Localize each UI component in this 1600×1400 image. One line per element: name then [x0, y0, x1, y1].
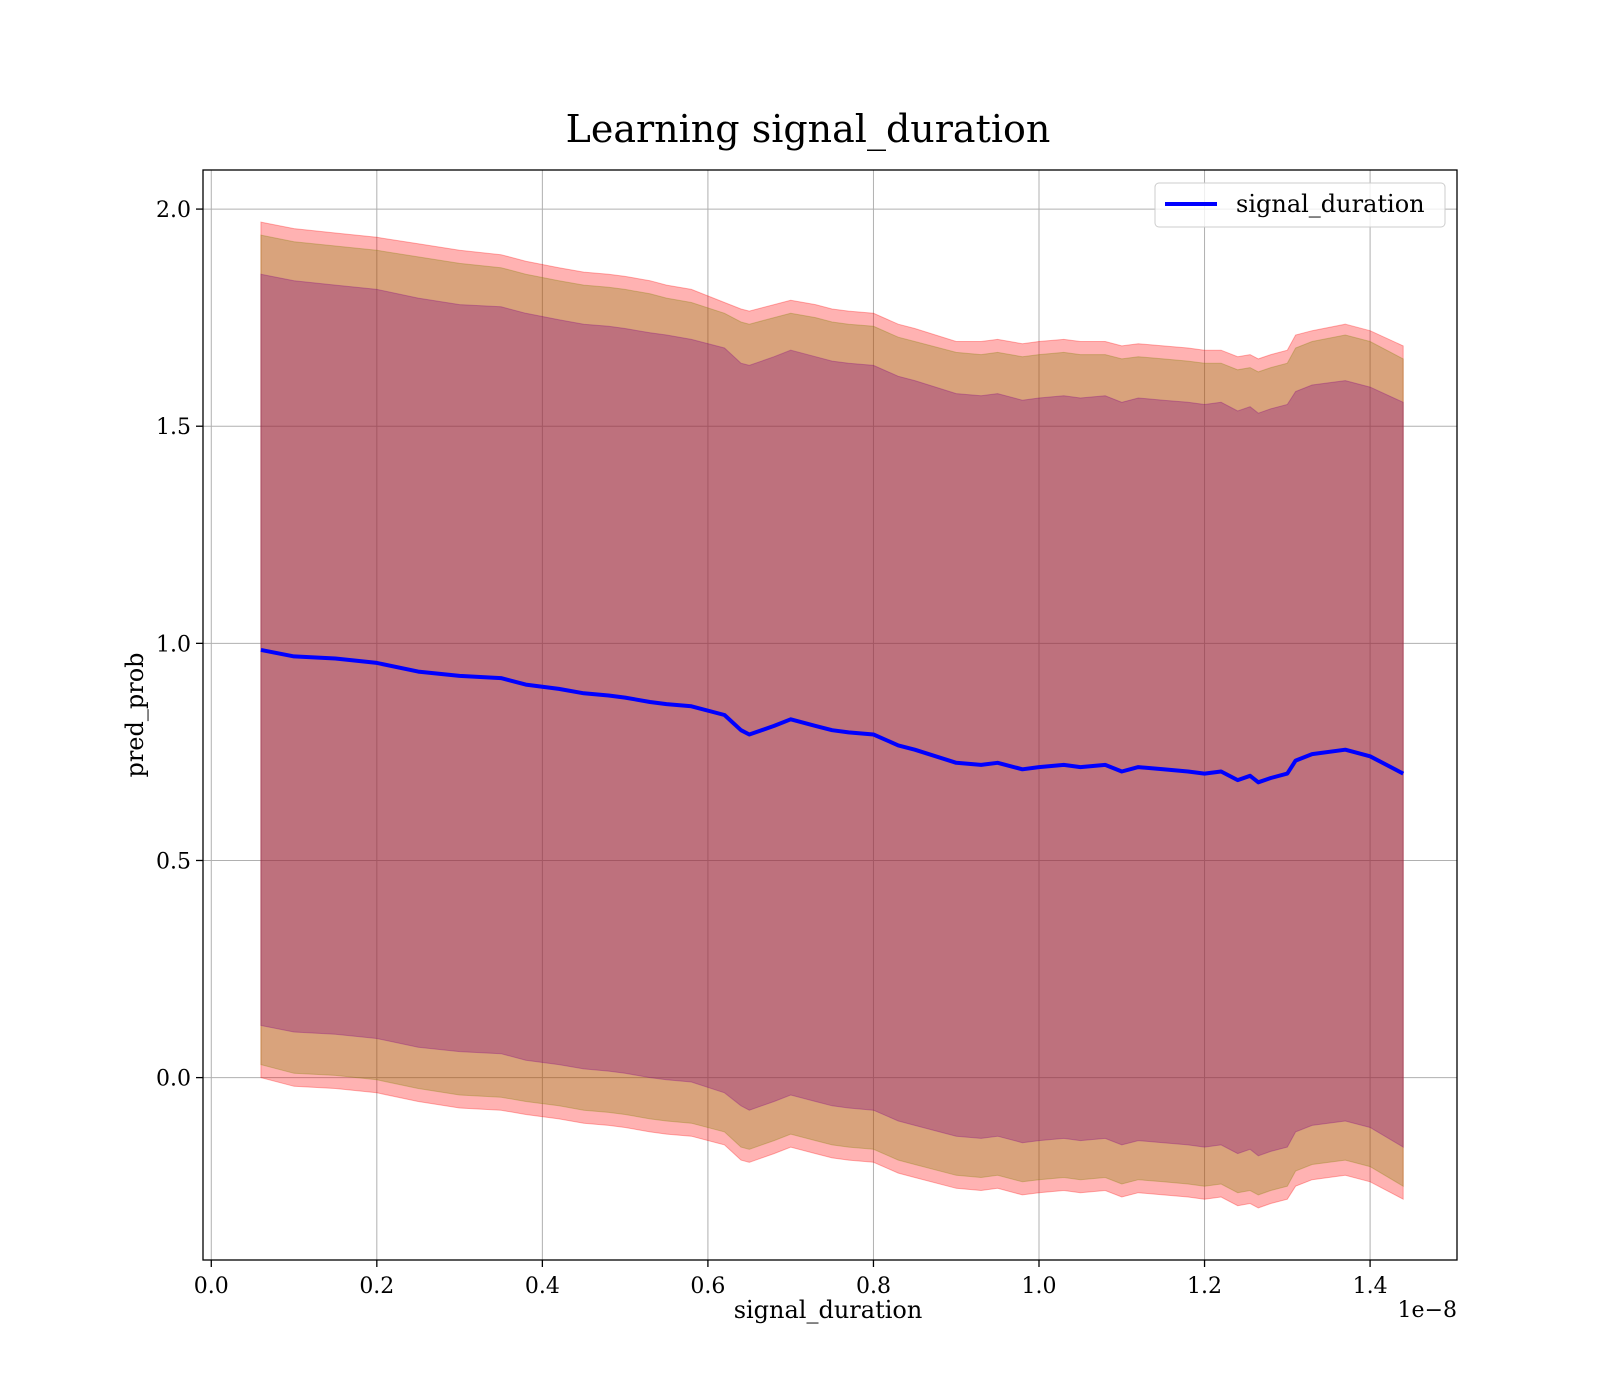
x-tick-label: 1.4: [1353, 1274, 1388, 1299]
x-axis-label: signal_duration: [734, 1296, 923, 1324]
series-line-1: [260, 647, 1405, 785]
y-tick-label: 2.0: [156, 198, 191, 223]
legend-label: signal_duration: [1236, 190, 1425, 218]
legend-box: [1154, 182, 1446, 228]
plot-frame: [202, 169, 1458, 1261]
x-tick-label: 0.6: [690, 1274, 725, 1299]
x-tick-label: 1.0: [1022, 1274, 1057, 1299]
y-axis-ticks: 0.0 0.5 1.0 1.5 2.0: [156, 198, 203, 1092]
x-axis-offset-label: 1e−8: [1398, 1298, 1457, 1323]
band-area-1: [260, 221, 1404, 1209]
x-tick-label: 0.0: [194, 1274, 229, 1299]
x-tick-label: 0.2: [359, 1274, 394, 1299]
x-tick-label: 1.2: [1187, 1274, 1222, 1299]
y-tick-label: 0.0: [156, 1067, 191, 1092]
y-tick-label: 1.5: [156, 415, 191, 440]
y-tick-label: 1.0: [156, 632, 191, 657]
confidence-bands: [260, 221, 1404, 1209]
band-area-3: [260, 273, 1404, 1157]
x-tick-label: 0.4: [525, 1274, 560, 1299]
y-tick-label: 0.5: [156, 849, 191, 874]
band-area-2: [260, 234, 1404, 1196]
legend: signal_duration: [1154, 182, 1446, 228]
y-axis-label: pred_prob: [121, 652, 149, 777]
x-tick-label: 0.8: [856, 1274, 891, 1299]
series-lines: [260, 647, 1405, 785]
x-axis-ticks: 0.0 0.2 0.4 0.6 0.8 1.0 1.2 1.4: [194, 1260, 1388, 1299]
chart-title: Learning signal_duration: [566, 107, 1051, 152]
